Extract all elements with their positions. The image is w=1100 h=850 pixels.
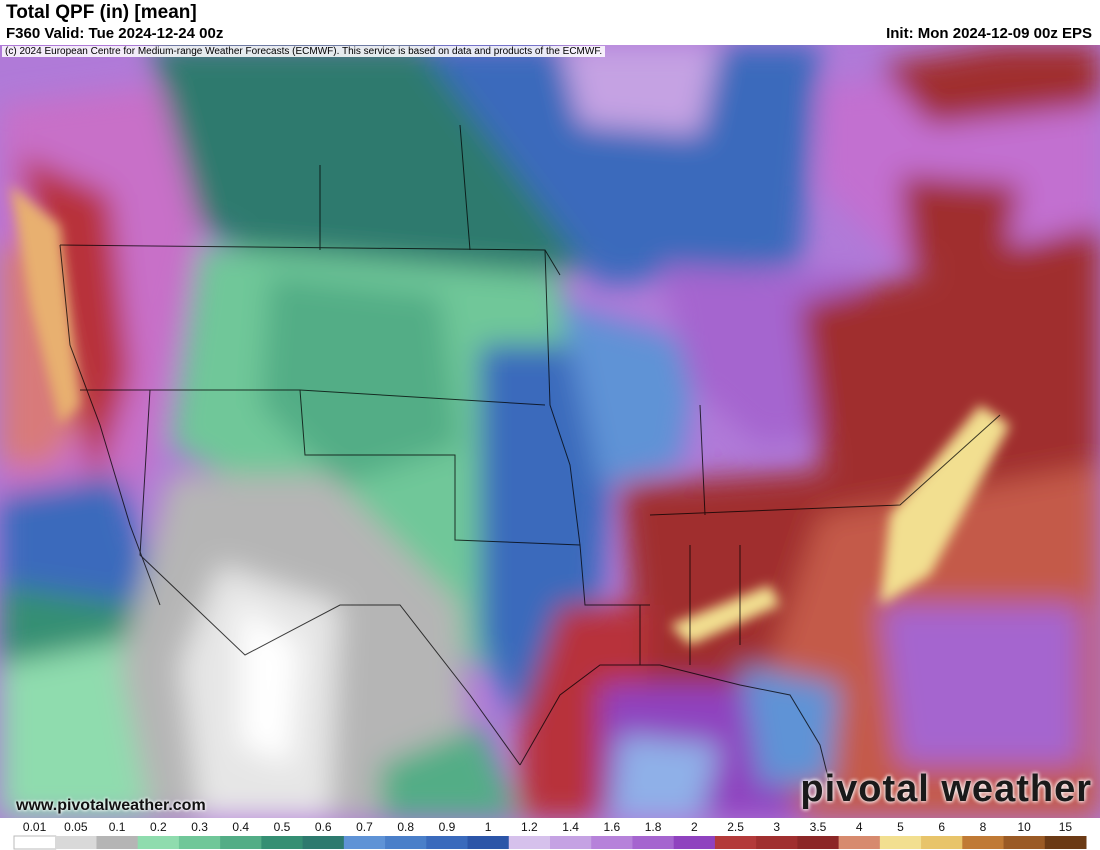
colorbar-label: 1.6 xyxy=(604,820,621,834)
colorbar-label: 3.5 xyxy=(810,820,827,834)
colorbar-label: 0.5 xyxy=(274,820,291,834)
colorbar-swatch xyxy=(838,836,881,849)
colorbar-swatch xyxy=(467,836,510,849)
colorbar-swatch xyxy=(797,836,840,849)
colorbar-swatch xyxy=(385,836,427,849)
colorbar-label: 15 xyxy=(1059,820,1073,834)
colorbar-label: 0.4 xyxy=(232,820,249,834)
colorbar-swatch xyxy=(96,836,139,849)
colorbar-swatch xyxy=(632,836,675,849)
colorbar-swatch xyxy=(343,836,386,849)
precip-field xyxy=(0,45,1100,818)
colorbar-label: 0.7 xyxy=(356,820,373,834)
colorbar-label: 1.8 xyxy=(645,820,662,834)
colorbar-swatch xyxy=(220,836,262,849)
colorbar-label: 0.3 xyxy=(191,820,208,834)
colorbar-label: 0.9 xyxy=(439,820,456,834)
colorbar-label: 8 xyxy=(980,820,987,834)
colorbar-swatch xyxy=(673,836,716,849)
colorbar-swatch xyxy=(714,836,757,849)
colorbar: 0.01 0.05 0.1 0.2 0.3 0.4 0.5 0.6 0.7 0.8 0.9 1 1.2 1… xyxy=(0,818,1100,850)
colorbar-swatch xyxy=(756,836,798,849)
colorbar-label: 10 xyxy=(1017,820,1031,834)
heavy-bands xyxy=(10,185,1010,645)
colorbar-swatch xyxy=(302,836,345,849)
colorbar-label: 0.01 xyxy=(23,820,47,834)
colorbar-label: 0.1 xyxy=(109,820,126,834)
colorbar-label: 2.5 xyxy=(727,820,744,834)
valid-time: F360 Valid: Tue 2024-12-24 00z xyxy=(6,25,224,42)
website: www.pivotalweather.com xyxy=(16,797,206,814)
init-time: Init: Mon 2024-12-09 00z EPS xyxy=(886,25,1092,42)
colorbar-swatch xyxy=(426,836,469,849)
colorbar-swatch xyxy=(137,836,180,849)
colorbar-swatch xyxy=(55,836,97,849)
colorbar-label: 0.05 xyxy=(64,820,88,834)
colorbar-label: 6 xyxy=(938,820,945,834)
colorbar-label: 1.4 xyxy=(562,820,579,834)
colorbar-label: 0.8 xyxy=(397,820,414,834)
colorbar-swatch xyxy=(879,836,922,849)
colorbar-label: 1 xyxy=(485,820,492,834)
colorbar-swatch xyxy=(1003,836,1046,849)
colorbar-label: 5 xyxy=(897,820,904,834)
colorbar-label: 0.6 xyxy=(315,820,332,834)
credit: (c) 2024 European Centre for Medium-rang… xyxy=(2,46,606,57)
colorbar-swatch xyxy=(921,836,963,849)
colorbar-label: 2 xyxy=(691,820,698,834)
colorbar-label: 3 xyxy=(773,820,780,834)
colorbar-swatch xyxy=(261,836,304,849)
boundaries xyxy=(59,124,1001,786)
colorbar-swatch xyxy=(962,836,1005,849)
title: Total QPF (in) [mean] xyxy=(6,2,197,23)
colorbar-label: 1.2 xyxy=(521,820,538,834)
colorbar-swatch xyxy=(13,835,57,850)
colorbar-label: 0.2 xyxy=(150,820,167,834)
colorbar-swatch xyxy=(591,836,633,849)
colorbar-swatch xyxy=(508,836,551,849)
watermark: pivotal weather xyxy=(800,768,1092,810)
map xyxy=(0,45,1100,818)
colorbar-label: 4 xyxy=(856,820,863,834)
colorbar-swatch xyxy=(178,836,221,849)
colorbar-swatch xyxy=(1044,836,1087,849)
colorbar-swatch xyxy=(550,836,592,849)
